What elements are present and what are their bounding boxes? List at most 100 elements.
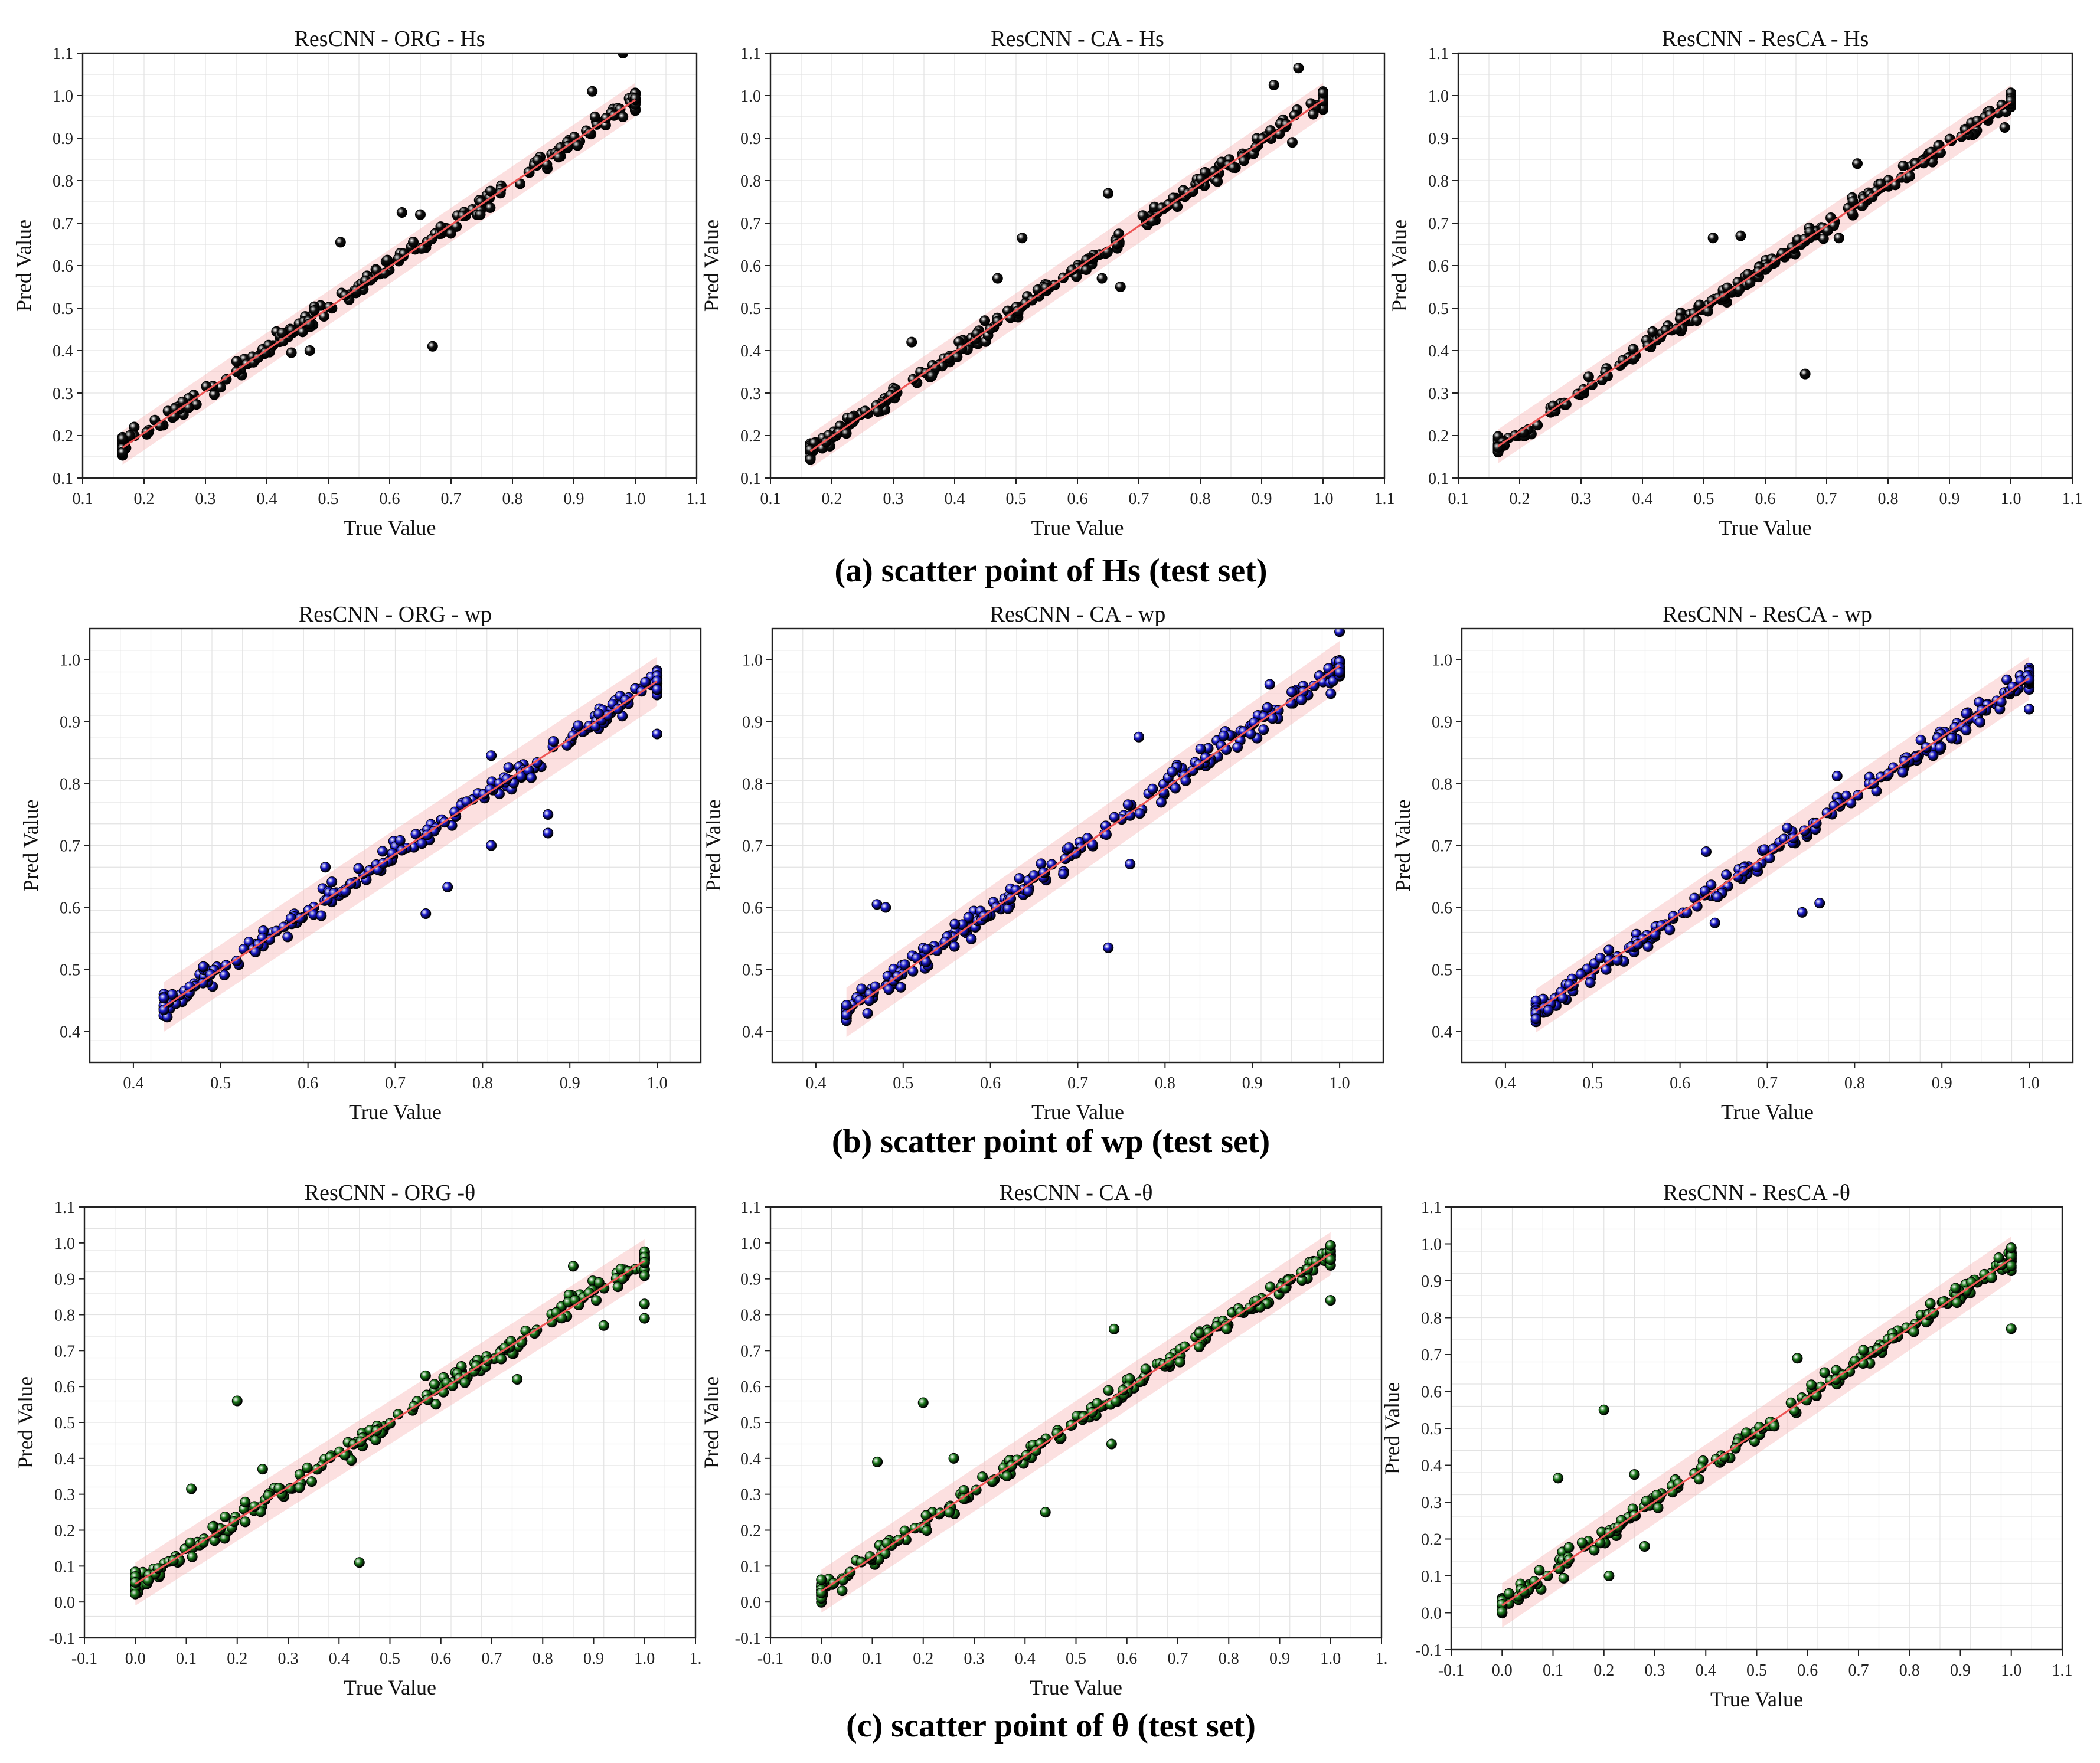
x-tick-label: 0.8	[502, 490, 523, 508]
x-tick-label: 0.5	[1006, 490, 1027, 508]
x-axis-title: True Value	[1031, 1100, 1124, 1124]
x-tick-label: 0.5	[318, 490, 339, 508]
x-tick-label: 1.1	[687, 490, 707, 508]
y-tick-label: 0.6	[740, 257, 761, 276]
scatter-point	[1268, 80, 1279, 90]
x-tick-label: 0.6	[1670, 1074, 1690, 1093]
x-tick-label: 1.0	[1320, 1650, 1341, 1668]
y-axis-title: Pred Value	[12, 220, 35, 312]
scatter-point	[1629, 1469, 1640, 1480]
y-tick-label: 0.6	[742, 900, 763, 918]
scatter-points	[130, 1246, 650, 1600]
x-tick-label: 0.6	[430, 1650, 451, 1668]
scatter-point	[1014, 873, 1025, 884]
x-tick-label: 1.0	[625, 490, 646, 508]
y-tick-label: 0.9	[1421, 1273, 1442, 1291]
fit-line	[845, 665, 1340, 1013]
y-tick-label: 0.4	[1421, 1457, 1442, 1476]
y-tick-label: 0.0	[54, 1594, 75, 1612]
y-tick-label: 1.0	[1428, 87, 1449, 106]
scatter-point	[1814, 898, 1825, 909]
x-tick-label: 0.8	[1190, 490, 1211, 508]
y-tick-label: 0.5	[60, 961, 80, 980]
scatter-point	[1318, 87, 1328, 99]
x-tick-label: 0.9	[1252, 490, 1272, 508]
x-tick-label: 1.0	[2001, 490, 2021, 508]
y-axis-title: Pred Value	[1380, 1382, 1404, 1474]
scatter-point	[1081, 254, 1092, 266]
x-tick-label: 0.8	[533, 1650, 553, 1668]
x-tick-label: -0.1	[1438, 1661, 1464, 1680]
scatter-point	[198, 961, 209, 972]
scatter-point	[253, 352, 264, 364]
scatter-point	[1617, 355, 1628, 366]
y-tick-label: 0.7	[742, 838, 763, 856]
x-tick-label: 0.1	[73, 490, 93, 508]
scatter-point	[187, 1551, 198, 1562]
y-tick-label: 0.8	[740, 1307, 761, 1325]
scatter-point	[1305, 98, 1317, 109]
y-tick-label: 0.2	[1428, 427, 1449, 446]
scatter-point	[1170, 783, 1181, 794]
scatter-point	[1106, 1438, 1117, 1450]
scatter-point	[486, 840, 497, 851]
scatter-point	[589, 111, 600, 122]
scatter-point	[1908, 1326, 1919, 1337]
y-tick-label: 0.8	[1432, 776, 1452, 794]
scatter-point	[1925, 1298, 1936, 1309]
y-tick-label: 0.6	[1428, 257, 1449, 276]
x-tick-label: 0.4	[1495, 1074, 1516, 1093]
x-tick-label: 0.6	[1067, 490, 1088, 508]
scatter-point	[1103, 188, 1113, 199]
x-tick-label: 0.5	[1746, 1661, 1767, 1680]
x-axis-title: True Value	[1719, 516, 1811, 539]
scatter-point	[1707, 233, 1719, 244]
y-tick-label: 0.1	[1421, 1568, 1442, 1586]
x-tick-label: 0.3	[278, 1650, 299, 1668]
y-tick-label: 0.2	[1421, 1531, 1442, 1549]
y-axis-title: Pred Value	[1387, 220, 1411, 312]
x-tick-label: 0.9	[1269, 1650, 1290, 1668]
panel-title: ResCNN - ORG - wp	[299, 602, 492, 627]
scatter-point	[880, 902, 891, 913]
x-tick-label: 0.1	[862, 1650, 883, 1668]
panel-title: ResCNN - ResCA - Hs	[1662, 27, 1869, 51]
scatter-point	[485, 202, 496, 213]
scatter-point	[1530, 1013, 1541, 1025]
fit-line	[1497, 101, 2011, 447]
scatter-panel: -0.1 0.0 0.1 0.2 0.3 0.4 0.5 0.6 0.7 0.8 0.9 1.0 1. -…	[14, 1180, 702, 1699]
scatter-point	[1096, 273, 1108, 284]
scatter-point	[948, 1453, 959, 1464]
scatter-point	[1819, 1367, 1830, 1378]
scatter-point	[837, 1585, 848, 1597]
x-tick-label: -0.1	[71, 1650, 97, 1668]
scatter-point	[158, 1004, 169, 1015]
scatter-point	[1258, 724, 1269, 735]
scatter-point	[587, 86, 598, 97]
y-tick-label: 1.1	[54, 1199, 75, 1217]
scatter-point	[1227, 162, 1239, 173]
scatter-point	[1212, 176, 1223, 187]
scatter-point	[1287, 137, 1298, 148]
x-axis-title: True Value	[1031, 516, 1124, 539]
y-tick-label: 0.7	[53, 215, 73, 233]
fit-line	[821, 1252, 1331, 1592]
scatter-point	[1103, 942, 1114, 953]
scatter-point	[1999, 122, 2010, 133]
scatter-point	[639, 1313, 650, 1324]
scatter-point	[1632, 938, 1644, 950]
scatter-point	[1155, 797, 1167, 808]
scatter-point	[932, 945, 943, 956]
x-tick-label: 0.8	[472, 1074, 493, 1093]
y-tick-label: 1.1	[740, 45, 761, 63]
y-tick-label: 0.5	[1432, 961, 1452, 980]
scatter-point	[1628, 344, 1639, 355]
x-tick-label: 0.0	[811, 1650, 832, 1668]
panel-title: ResCNN - ORG -θ	[305, 1180, 475, 1205]
y-tick-label: 0.8	[742, 776, 763, 794]
y-tick-label: 0.0	[1421, 1605, 1442, 1623]
y-tick-label: 0.8	[60, 776, 80, 794]
panel-title: ResCNN - CA - Hs	[991, 27, 1164, 51]
fit-line	[809, 99, 1324, 452]
scatter-point	[1595, 953, 1606, 964]
